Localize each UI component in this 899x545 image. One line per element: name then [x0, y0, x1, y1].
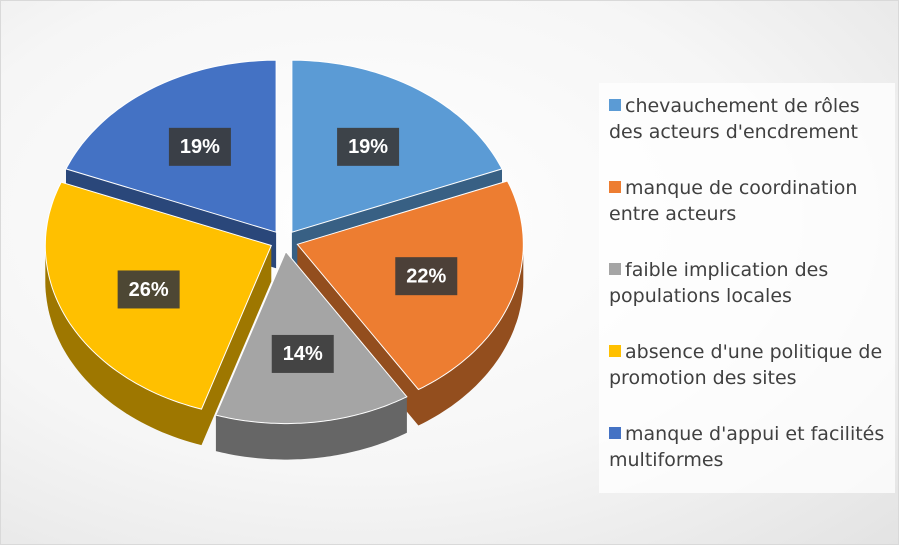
- value-label-box: [168, 127, 231, 166]
- value-label: 22%: [406, 265, 446, 287]
- legend-item: manque de coordination entre acteurs: [609, 175, 894, 227]
- value-label: 26%: [129, 279, 169, 301]
- legend-swatch: [609, 99, 621, 111]
- legend-swatch: [609, 263, 621, 275]
- value-label: 19%: [180, 136, 220, 158]
- legend-label: absence d'une politique de promotion des…: [609, 341, 883, 389]
- legend-item: manque d'appui et facilités multiformes: [609, 421, 894, 473]
- legend-label: chevauchement de rôles des acteurs d'enc…: [609, 95, 860, 143]
- value-label: 19%: [348, 136, 388, 158]
- legend-item: faible implication des populations local…: [609, 257, 894, 309]
- legend-swatch: [609, 345, 621, 357]
- legend-swatch: [609, 427, 621, 439]
- value-label: 14%: [283, 343, 323, 365]
- legend: chevauchement de rôles des acteurs d'enc…: [599, 83, 895, 493]
- legend-swatch: [609, 181, 621, 193]
- value-label-box: [117, 270, 180, 309]
- legend-item: chevauchement de rôles des acteurs d'enc…: [609, 93, 894, 145]
- legend-item: absence d'une politique de promotion des…: [609, 339, 894, 391]
- value-label-box: [271, 334, 334, 373]
- legend-label: manque d'appui et facilités multiformes: [609, 423, 885, 471]
- legend-label: faible implication des populations local…: [609, 259, 829, 307]
- value-label-box: [337, 127, 400, 166]
- value-label-box: [395, 257, 458, 296]
- legend-label: manque de coordination entre acteurs: [609, 177, 858, 225]
